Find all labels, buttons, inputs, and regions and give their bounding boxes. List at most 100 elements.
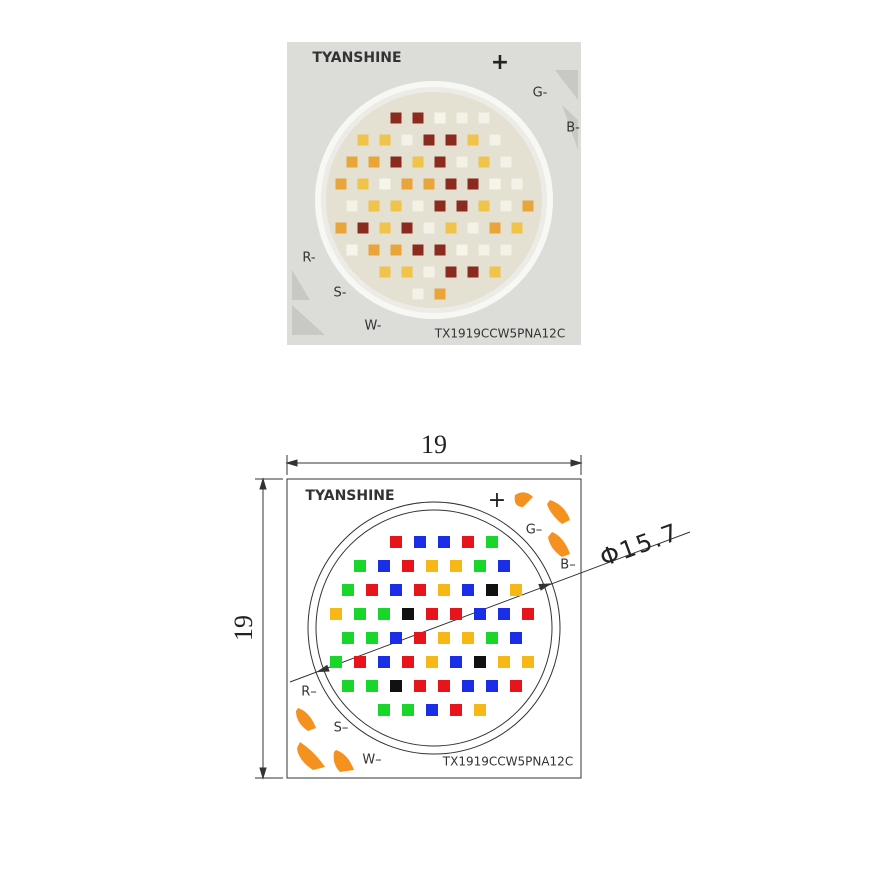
- led: [379, 266, 391, 278]
- photo-pad-label: S-: [334, 286, 347, 301]
- outer-circle: [307, 501, 561, 755]
- led: [445, 178, 457, 190]
- photo-plus: +: [491, 50, 509, 75]
- led: [346, 156, 358, 168]
- led: [426, 656, 438, 668]
- led: [498, 608, 510, 620]
- width-label: 19: [421, 430, 447, 459]
- drawing-pad-label: S–: [334, 721, 349, 736]
- led: [486, 536, 498, 548]
- led: [390, 680, 402, 692]
- led: [412, 200, 424, 212]
- led: [486, 680, 498, 692]
- led: [378, 608, 390, 620]
- led: [450, 608, 462, 620]
- led: [486, 632, 498, 644]
- led: [474, 704, 486, 716]
- led: [522, 200, 534, 212]
- led: [412, 156, 424, 168]
- led: [354, 656, 366, 668]
- drawing: [255, 455, 691, 780]
- led: [426, 704, 438, 716]
- drawing-plus: +: [488, 488, 506, 513]
- led: [467, 266, 479, 278]
- led: [456, 156, 468, 168]
- led: [474, 560, 486, 572]
- photo-pad: [292, 270, 325, 335]
- led: [510, 584, 522, 596]
- led: [450, 560, 462, 572]
- led: [462, 680, 474, 692]
- outline: [286, 478, 582, 779]
- led: [390, 632, 402, 644]
- drawing-pad-label: B–: [560, 558, 575, 573]
- led: [401, 222, 413, 234]
- led: [390, 156, 402, 168]
- pad: [514, 492, 570, 557]
- led: [486, 584, 498, 596]
- led: [456, 112, 468, 124]
- led: [511, 222, 523, 234]
- led: [366, 584, 378, 596]
- led: [438, 680, 450, 692]
- led: [438, 536, 450, 548]
- led: [368, 156, 380, 168]
- photo-pad-label: W-: [364, 319, 381, 334]
- led: [500, 200, 512, 212]
- led: [330, 608, 342, 620]
- drawing-pad-label: W–: [362, 753, 381, 768]
- led: [423, 134, 435, 146]
- led: [379, 134, 391, 146]
- photo-pad-label: G-: [533, 86, 548, 101]
- led: [423, 222, 435, 234]
- arrow: [285, 459, 583, 467]
- led: [456, 200, 468, 212]
- led: [378, 560, 390, 572]
- led: [438, 632, 450, 644]
- led: [342, 680, 354, 692]
- led: [434, 156, 446, 168]
- led: [357, 134, 369, 146]
- led: [379, 222, 391, 234]
- diameter-label: Φ15.7: [596, 518, 683, 572]
- led: [342, 584, 354, 596]
- led: [478, 244, 490, 256]
- led: [456, 244, 468, 256]
- led: [414, 584, 426, 596]
- led: [354, 560, 366, 572]
- led: [445, 222, 457, 234]
- height-label: 19: [229, 615, 258, 641]
- led: [467, 134, 479, 146]
- arrow: [259, 477, 267, 780]
- led: [423, 178, 435, 190]
- led: [390, 584, 402, 596]
- led: [342, 632, 354, 644]
- led: [426, 608, 438, 620]
- led: [346, 244, 358, 256]
- led: [390, 200, 402, 212]
- led: [390, 112, 402, 124]
- led: [500, 156, 512, 168]
- led: [402, 704, 414, 716]
- led: [401, 134, 413, 146]
- led: [467, 222, 479, 234]
- led: [462, 536, 474, 548]
- led: [478, 156, 490, 168]
- led: [402, 656, 414, 668]
- photo: TYANSHINE + G- B- R- S- W- TX1919CCW5PNA…: [287, 42, 581, 345]
- led: [438, 584, 450, 596]
- led: [378, 656, 390, 668]
- led: [522, 608, 534, 620]
- leds: [330, 536, 534, 716]
- led: [412, 112, 424, 124]
- led: [414, 680, 426, 692]
- led: [414, 632, 426, 644]
- photo-leds: [335, 112, 534, 300]
- led: [478, 112, 490, 124]
- photo-pad-label: R-: [302, 251, 316, 266]
- led: [368, 200, 380, 212]
- led: [445, 266, 457, 278]
- led: [366, 632, 378, 644]
- led: [412, 244, 424, 256]
- led: [354, 608, 366, 620]
